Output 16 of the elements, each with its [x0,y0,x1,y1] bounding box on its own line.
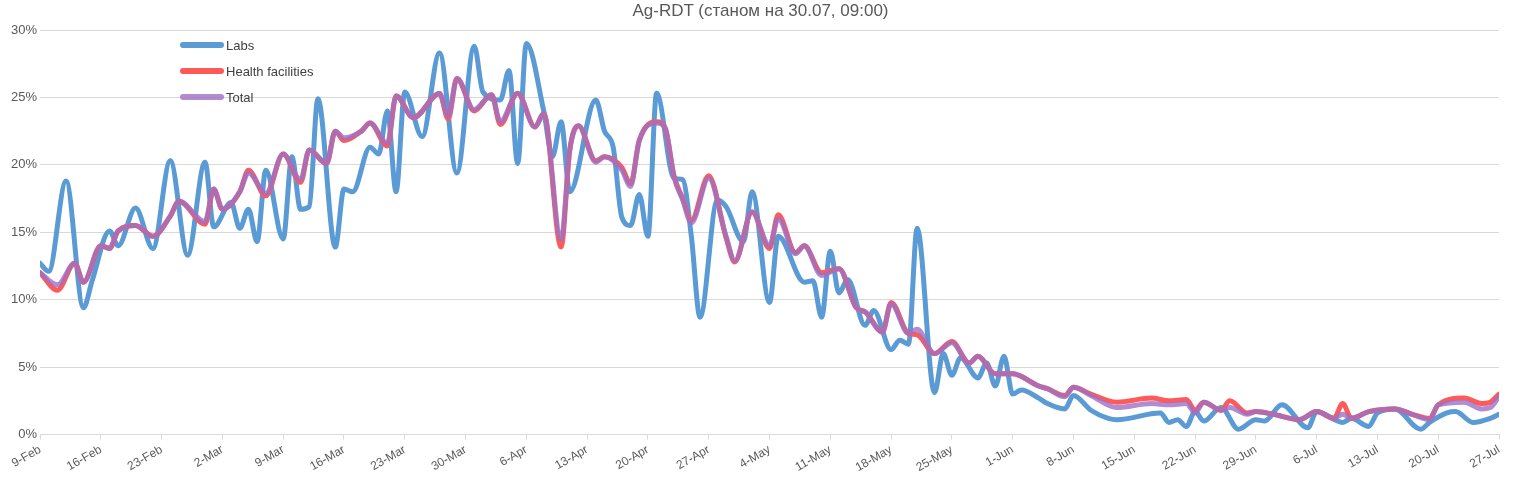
chart-title: Ag-RDT (станом на 30.07, 09:00) [631,1,890,21]
y-tick-label: 20% [10,156,38,172]
y-tick-label: 30% [10,21,38,37]
x-tick-label: 8-Jun [1043,442,1077,470]
x-tick-label: 1-Jun [982,442,1016,470]
legend-label: Health facilities [226,63,314,79]
y-tick-label: 15% [10,223,38,239]
y-tick-label: 10% [10,291,38,307]
legend-label: Total [226,89,254,105]
x-tick-label: 9-Mar [252,442,287,470]
legend-label: Labs [226,37,255,53]
x-tick-label: 6-Apr [497,442,530,469]
x-tick-label: 6-Jul [1290,442,1320,468]
y-tick-label: 5% [18,358,38,374]
y-tick-label: 25% [10,89,38,104]
y-tick-label: 0% [18,426,38,442]
